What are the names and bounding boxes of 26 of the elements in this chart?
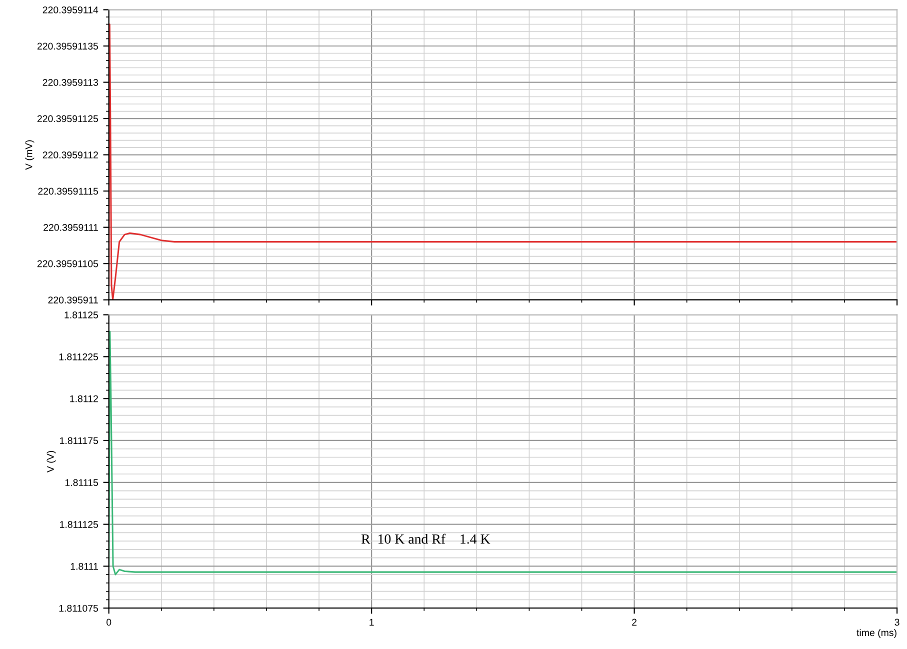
y-axis-title: V (V) [46, 450, 56, 472]
y-tick-label: 220.39591135 [37, 42, 98, 50]
y-tick-label: 220.3959111 [44, 224, 98, 231]
annotation: R 10 K and Rf 1.4 K [361, 534, 490, 544]
y-tick-label: 1.811225 [59, 353, 98, 360]
y-tick-label: 220.39591105 [37, 260, 98, 268]
y-tick-label: 220.3959112 [42, 152, 98, 158]
y-tick-label: 1.811075 [59, 604, 98, 612]
y-tick-label: 1.81115 [65, 479, 98, 486]
line-series [108, 330, 898, 576]
y-tick-label: 1.8112 [70, 395, 98, 402]
y-tick-label: 220.395911 [48, 296, 98, 304]
x-axis-title: time (ms) [856, 628, 896, 638]
y-tick-label: 220.3959114 [42, 6, 98, 14]
y-tick-label: 220.39591125 [37, 115, 98, 122]
x-tick-label: 3 [894, 618, 900, 626]
y-tick-label: 1.8111 [70, 562, 98, 570]
y-tick-label: 220.3959113 [42, 78, 98, 86]
y-axis-title: V (mV) [25, 140, 34, 170]
x-tick-label: 2 [632, 618, 637, 626]
y-tick-label: 1.811125 [60, 521, 98, 528]
x-tick-label: 0 [106, 618, 112, 626]
x-tick-label: 1 [370, 618, 374, 626]
y-tick-label: 1.811175 [60, 437, 98, 444]
y-tick-label: 220.39591115 [38, 188, 98, 195]
y-tick-label: 1.81125 [64, 312, 98, 318]
